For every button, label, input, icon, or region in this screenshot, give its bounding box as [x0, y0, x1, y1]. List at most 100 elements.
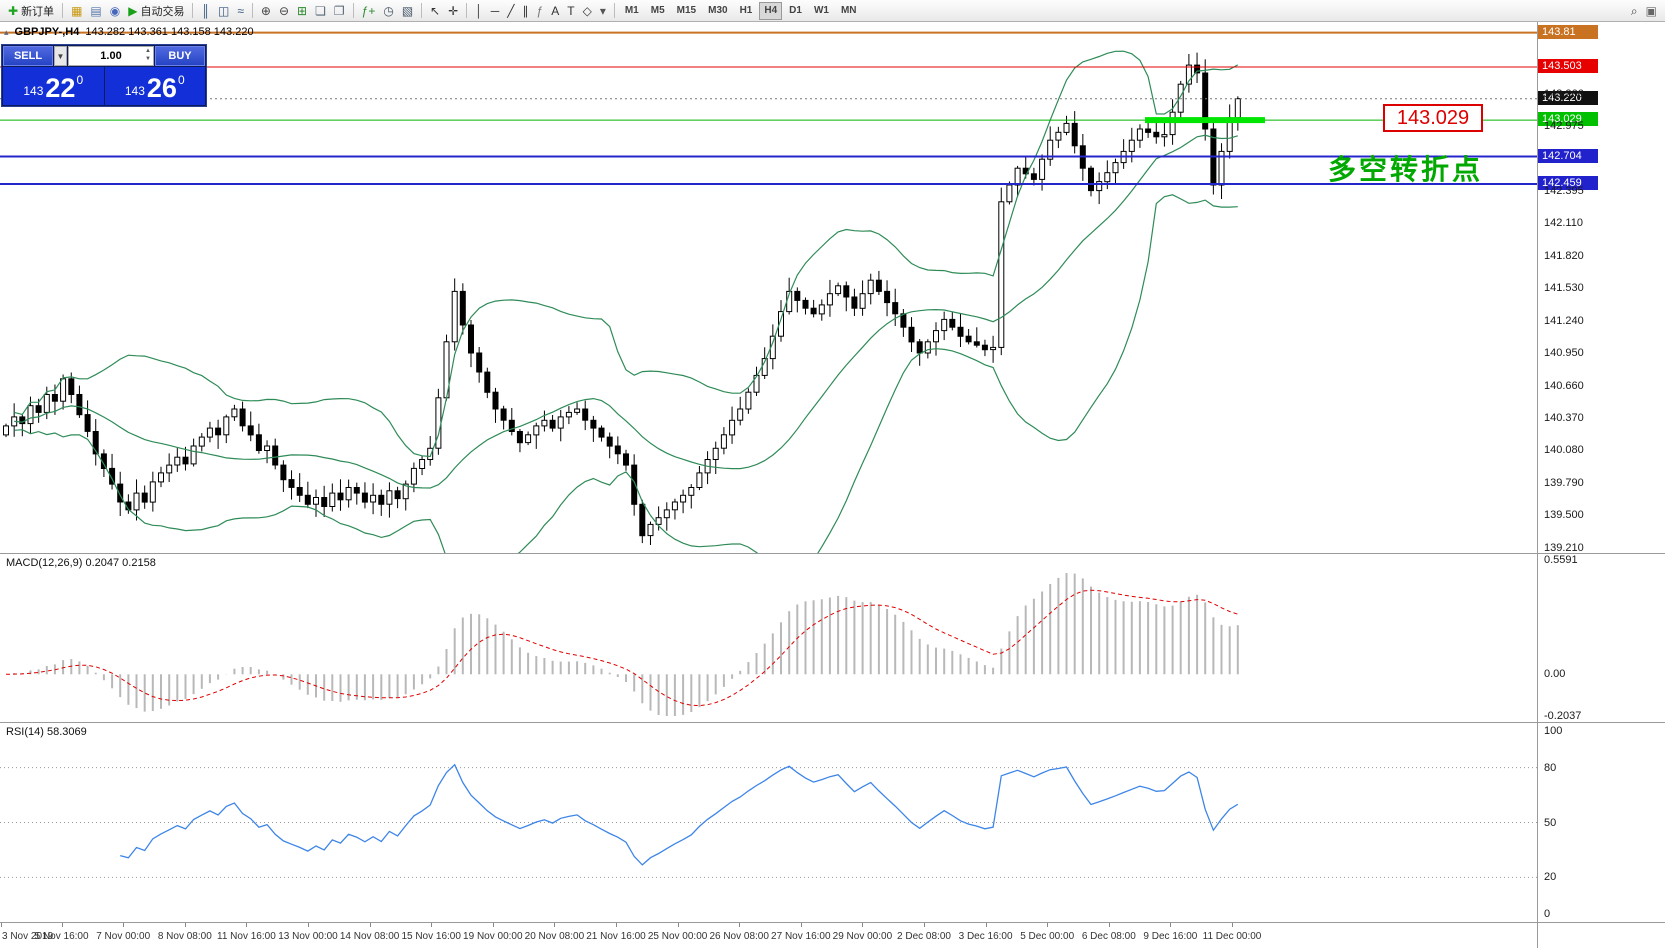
- macd-axis-label: -0.2037: [1544, 710, 1582, 722]
- price-chart[interactable]: [0, 22, 1537, 553]
- data-window-icon: ◉: [109, 3, 121, 18]
- timeframe-button-MN[interactable]: MN: [840, 4, 857, 16]
- line-chart-button[interactable]: ≈: [234, 2, 247, 20]
- text-button[interactable]: A: [548, 2, 562, 20]
- price-badge: 142.704: [1538, 148, 1598, 163]
- tile-windows-button[interactable]: ❏: [312, 2, 329, 20]
- spinner-up-icon[interactable]: ▲: [145, 48, 151, 54]
- data-window-button[interactable]: ◉: [107, 2, 123, 20]
- print-button[interactable]: ▤: [87, 2, 104, 20]
- shapes-dropdown[interactable]: ▾: [597, 2, 609, 20]
- rsi-axis-label: 0: [1544, 908, 1551, 920]
- bar-chart-button[interactable]: ║: [198, 2, 213, 20]
- rsi-indicator-panel[interactable]: [0, 723, 1537, 922]
- toolbar-separator: [352, 3, 354, 18]
- timeframe-button-H1[interactable]: H1: [739, 4, 753, 16]
- volume-dropdown[interactable]: ▼: [54, 46, 67, 66]
- label-button[interactable]: T: [564, 2, 577, 20]
- one-click-collapse-icon[interactable]: ▴: [4, 26, 9, 37]
- horizontal-line-button[interactable]: ─: [488, 2, 503, 20]
- zoom-in-button[interactable]: ⊕: [258, 2, 274, 20]
- time-label: 13 Nov 00:00: [278, 931, 338, 942]
- cursor-button[interactable]: ↖: [427, 2, 443, 20]
- time-label: 3 Dec 16:00: [958, 931, 1013, 942]
- new-order-button[interactable]: ✚ 新订单: [5, 2, 57, 20]
- cascade-windows-button[interactable]: ❐: [331, 2, 348, 20]
- price-tick-label: 140.080: [1544, 444, 1584, 457]
- timeframe-button-H4[interactable]: H4: [759, 1, 783, 20]
- shapes-button[interactable]: ◇: [580, 2, 595, 20]
- vertical-line-button[interactable]: │: [472, 2, 486, 20]
- toolbar: ✚ 新订单 ▦ ▤ ◉ ▶ 自动交易 ║ ◫ ≈ ⊕ ⊖ ⊞ ❏ ❐ ƒ+ ◷ ▧ ↖ ✛ │ ─ ╱ ∥ ƒ A T ◇ ▾ M1 M5 M…: [0, 0, 1665, 22]
- sell-button[interactable]: SELL: [3, 46, 53, 66]
- time-axis[interactable]: 3 Nov 2019 5 Nov 16:00 7 Nov 00:00 8 Nov 08…: [0, 923, 1537, 948]
- timeframe-button-M30[interactable]: M30: [708, 4, 728, 16]
- volume-spinner[interactable]: ▲ ▼: [145, 47, 151, 63]
- fibonacci-icon: ƒ: [536, 3, 544, 18]
- autotrading-button[interactable]: ▶ 自动交易: [125, 2, 187, 20]
- symbol-timeframe-label: GBPJPY-,H4: [14, 26, 80, 38]
- crosshair-icon: ✛: [448, 3, 459, 18]
- price-tick-label: 143.266: [1544, 87, 1584, 100]
- price-tick-label: 141.240: [1544, 314, 1584, 327]
- buy-button[interactable]: BUY: [155, 46, 205, 66]
- price-tick-label: 140.950: [1544, 347, 1584, 360]
- price-tick-label: 139.790: [1544, 476, 1584, 489]
- buy-price-small: 143: [124, 84, 145, 98]
- macd-axis-label: 0.00: [1544, 668, 1566, 681]
- price-tick-label: 142.110: [1544, 217, 1583, 230]
- templates-button[interactable]: ▧: [399, 2, 416, 20]
- toolbar-separator: [62, 3, 64, 18]
- price-axis[interactable]: 143.81 143.503 143.220 143.029 142.704 142.45…: [1538, 0, 1665, 948]
- channel-button[interactable]: ∥: [520, 2, 532, 20]
- time-label: 5 Dec 00:00: [1020, 931, 1075, 942]
- autotrading-button-label: 自动交易: [140, 5, 185, 18]
- panel-separator[interactable]: [0, 722, 1665, 723]
- price-tick-label: 140.660: [1544, 379, 1584, 392]
- chart-ohlc-info: ▴ GBPJPY-,H4 143.282 143.361 143.158 143…: [4, 26, 254, 38]
- timeframe-button-M5[interactable]: M5: [650, 4, 665, 16]
- spinner-down-icon[interactable]: ▼: [145, 56, 151, 62]
- zoom-out-button[interactable]: ⊖: [276, 2, 292, 20]
- toolbar-separator: [251, 3, 253, 18]
- crosshair-button[interactable]: ✛: [445, 2, 461, 20]
- sell-price-big: 22: [45, 73, 76, 103]
- indicators-button[interactable]: ƒ+: [359, 2, 379, 20]
- macd-indicator-panel[interactable]: [0, 554, 1537, 722]
- time-tick: [800, 923, 802, 927]
- new-order-button-label: 新订单: [21, 5, 55, 18]
- price-badge: 143.220: [1538, 90, 1598, 105]
- time-label: 29 Nov 00:00: [832, 931, 893, 942]
- auto-arrange-button[interactable]: ⊞: [294, 2, 310, 20]
- sell-price[interactable]: 143 22 0: [3, 67, 104, 105]
- text-icon: A: [551, 3, 560, 18]
- search-button[interactable]: ⌕: [1628, 2, 1641, 20]
- price-badge: 143.81: [1538, 24, 1598, 39]
- timeframe-button-M1[interactable]: M1: [624, 4, 639, 16]
- periods-button[interactable]: ◷: [380, 2, 396, 20]
- timeframe-button-M15[interactable]: M15: [676, 4, 697, 16]
- trendline-icon: ╱: [507, 3, 515, 18]
- macd-label: MACD(12,26,9) 0.2047 0.2158: [6, 557, 156, 569]
- horizontal-line-icon: ─: [490, 3, 500, 18]
- panel-separator[interactable]: [0, 922, 1665, 923]
- price-callout-label[interactable]: 143.029: [1383, 104, 1483, 132]
- profiles-button[interactable]: ▦: [68, 2, 85, 20]
- buy-price[interactable]: 143 26 0: [104, 67, 205, 105]
- panels-button[interactable]: ▣: [1643, 2, 1660, 20]
- timeframe-button-W1[interactable]: W1: [813, 4, 829, 16]
- timeframe-button-D1[interactable]: D1: [789, 4, 802, 16]
- fibonacci-button[interactable]: ƒ: [534, 2, 547, 20]
- volume-input[interactable]: 1.00 ▲ ▼: [68, 46, 154, 66]
- time-label: 11 Dec 00:00: [1202, 931, 1262, 942]
- zoom-out-icon: ⊖: [278, 3, 290, 18]
- trendline-button[interactable]: ╱: [504, 2, 517, 20]
- candlestick-chart-button[interactable]: ◫: [215, 2, 232, 20]
- price-tick-label: 141.820: [1544, 249, 1584, 262]
- panel-separator[interactable]: [0, 553, 1665, 554]
- new-order-icon: ✚: [8, 3, 19, 18]
- time-label: 8 Nov 08:00: [157, 931, 212, 942]
- turning-point-note[interactable]: 多空转折点: [1328, 154, 1484, 185]
- rsi-label: RSI(14) 58.3069: [6, 726, 87, 738]
